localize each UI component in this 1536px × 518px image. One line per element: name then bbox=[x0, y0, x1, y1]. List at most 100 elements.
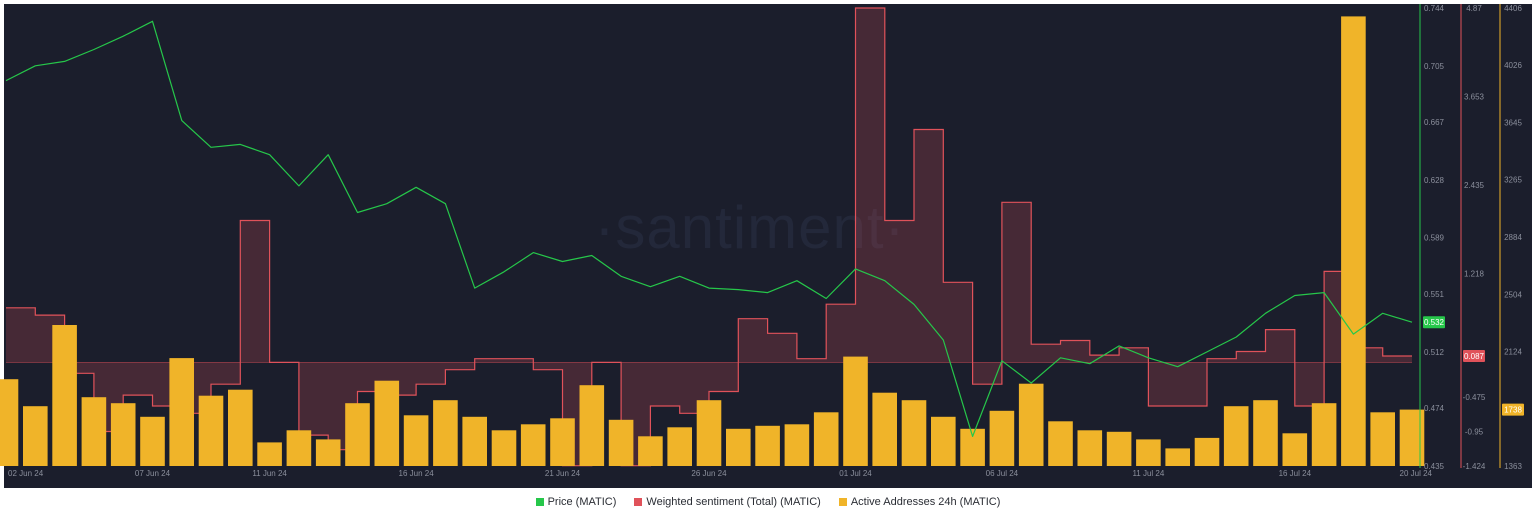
x-tick-label: 11 Jul 24 bbox=[1132, 469, 1164, 478]
active-addresses-bar bbox=[403, 415, 429, 466]
active-addresses-bar bbox=[579, 385, 605, 466]
price-current-badge bbox=[1423, 316, 1445, 329]
price-tick-label: 0.474 bbox=[1424, 404, 1445, 413]
active-addresses-bar bbox=[1165, 448, 1190, 466]
active-addresses-bar bbox=[1311, 403, 1337, 466]
active-addresses-bar bbox=[931, 416, 956, 466]
active-addresses-bar bbox=[872, 392, 897, 466]
price-swatch-icon bbox=[535, 498, 544, 506]
price-tick-label: 0.551 bbox=[1424, 290, 1445, 299]
price-tick-label: 0.628 bbox=[1424, 176, 1445, 185]
active-addresses-bar bbox=[989, 410, 1015, 466]
active-addresses-bar bbox=[23, 406, 48, 466]
active-addresses-bar bbox=[843, 356, 868, 466]
price-tick-label: 0.667 bbox=[1424, 118, 1445, 127]
active-swatch-icon bbox=[838, 498, 847, 506]
x-tick-label: 20 Jul 24 bbox=[1400, 469, 1433, 478]
active-addresses-bar bbox=[228, 389, 253, 466]
active-tick-label: 4026 bbox=[1504, 61, 1522, 70]
active-addresses-bar bbox=[813, 412, 839, 466]
sentiment-current-label: 0.087 bbox=[1464, 352, 1485, 361]
active-addresses-bar bbox=[520, 424, 546, 466]
sentiment-tick-label: 4.87 bbox=[1466, 4, 1482, 13]
active-addresses-bar bbox=[1399, 409, 1425, 466]
x-tick-label: 06 Jul 24 bbox=[986, 469, 1019, 478]
active-addresses-bar bbox=[0, 379, 19, 466]
price-tick-label: 0.435 bbox=[1424, 462, 1445, 471]
sentiment-area bbox=[6, 8, 1412, 466]
active-addresses-bar bbox=[52, 325, 77, 466]
chart-svg: ·santiment· 02 Jun 24 07 Jun 24 11 Jun 24 1… bbox=[0, 4, 1532, 488]
legend-item-active-addresses[interactable]: Active Addresses 24h (MATIC) bbox=[838, 496, 1001, 508]
x-tick-label: 16 Jun 24 bbox=[399, 469, 435, 478]
sentiment-current-badge bbox=[1463, 350, 1485, 362]
sentiment-swatch-icon bbox=[634, 498, 643, 506]
active-addresses-bar bbox=[257, 442, 282, 466]
active-addresses-bar bbox=[1077, 430, 1103, 466]
active-current-label: 1738 bbox=[1504, 406, 1522, 415]
legend-item-price[interactable]: Price (MATIC) bbox=[535, 496, 617, 508]
active-addresses-bar bbox=[110, 403, 136, 466]
x-tick-label: 02 Jun 24 bbox=[8, 469, 44, 478]
active-addresses-bar bbox=[1048, 421, 1073, 466]
active-addresses-bar bbox=[81, 397, 107, 466]
active-tick-label: 2504 bbox=[1504, 290, 1522, 299]
active-addresses-bar bbox=[784, 424, 810, 466]
active-addresses-bar bbox=[755, 425, 780, 466]
active-addresses-bar bbox=[726, 428, 751, 466]
active-addresses-bar bbox=[1253, 400, 1278, 466]
active-addresses-bar bbox=[1370, 412, 1395, 466]
legend-label-sentiment: Weighted sentiment (Total) (MATIC) bbox=[646, 496, 821, 508]
active-addresses-bar bbox=[667, 427, 692, 466]
legend-label-price: Price (MATIC) bbox=[547, 496, 617, 508]
active-tick-label: 1363 bbox=[1504, 462, 1522, 471]
sentiment-tick-label: -0.475 bbox=[1463, 393, 1486, 402]
active-addresses-bar bbox=[374, 380, 400, 466]
active-addresses-bar bbox=[140, 416, 165, 466]
active-addresses-bar bbox=[1106, 431, 1132, 466]
active-addresses-bar bbox=[1136, 439, 1161, 466]
active-addresses-bar bbox=[1282, 433, 1308, 466]
active-addresses-bar bbox=[433, 400, 458, 466]
legend-item-sentiment[interactable]: Weighted sentiment (Total) (MATIC) bbox=[634, 496, 821, 508]
active-addresses-bar bbox=[462, 416, 487, 466]
x-tick-label: 11 Jun 24 bbox=[252, 469, 287, 478]
active-addresses-bar bbox=[1018, 383, 1044, 466]
active-addresses-bar bbox=[198, 395, 224, 466]
legend-label-active-addresses: Active Addresses 24h (MATIC) bbox=[850, 496, 1001, 508]
active-addresses-bar bbox=[1194, 437, 1220, 466]
price-tick-label: 0.512 bbox=[1424, 348, 1445, 357]
price-current-label: 0.532 bbox=[1424, 318, 1445, 327]
sentiment-tick-label: 3.653 bbox=[1464, 93, 1485, 102]
active-addresses-bar bbox=[345, 403, 370, 466]
active-tick-label: 3645 bbox=[1504, 119, 1522, 128]
price-line bbox=[5, 20, 1413, 437]
active-tick-label: 4406 bbox=[1504, 4, 1522, 13]
active-addresses-bar bbox=[1341, 16, 1366, 467]
active-tick-label: 3265 bbox=[1504, 176, 1522, 185]
legend: Price (MATIC) Weighted sentiment (Total)… bbox=[0, 492, 1536, 512]
sentiment-tick-label: -1.424 bbox=[1463, 462, 1486, 471]
active-addresses-bar bbox=[550, 418, 575, 466]
active-addresses-bar bbox=[286, 430, 312, 466]
x-tick-label: 21 Jun 24 bbox=[545, 469, 581, 478]
active-addresses-bar bbox=[491, 430, 517, 466]
price-tick-label: 0.589 bbox=[1424, 234, 1445, 243]
x-tick-label: 16 Jul 24 bbox=[1279, 469, 1312, 478]
watermark: ·santiment· bbox=[594, 194, 905, 261]
active-addresses-bar bbox=[696, 400, 722, 466]
x-tick-label: 26 Jun 24 bbox=[691, 469, 727, 478]
active-tick-label: 2124 bbox=[1504, 348, 1522, 357]
active-addresses-bar bbox=[1223, 406, 1249, 466]
sentiment-tick-label: -0.95 bbox=[1465, 428, 1484, 437]
active-current-badge bbox=[1502, 403, 1524, 416]
active-addresses-bar bbox=[901, 400, 927, 466]
sentiment-tick-label: 2.435 bbox=[1464, 181, 1485, 190]
active-addresses-bar bbox=[315, 439, 341, 466]
active-addresses-bar bbox=[169, 358, 194, 466]
active-addresses-bar bbox=[638, 436, 663, 466]
x-tick-label: 01 Jul 24 bbox=[839, 469, 872, 478]
active-tick-label: 2884 bbox=[1504, 233, 1522, 242]
active-addresses-bar bbox=[608, 419, 634, 466]
